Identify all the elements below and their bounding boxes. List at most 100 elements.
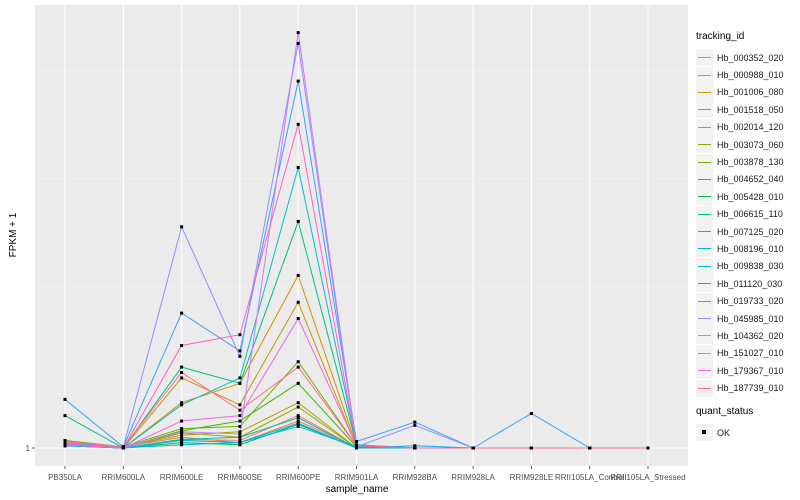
legend-label: Hb_003073_060 bbox=[717, 139, 784, 150]
data-point bbox=[180, 433, 184, 437]
legend-label: Hb_002014_120 bbox=[717, 122, 784, 133]
data-point bbox=[296, 122, 300, 126]
legend-key bbox=[696, 292, 713, 310]
data-point bbox=[646, 446, 650, 450]
legend-key bbox=[696, 275, 713, 293]
data-point bbox=[238, 435, 242, 439]
legend-item: Hb_008196_010 bbox=[696, 240, 796, 258]
x-tick-label: RRIM901LA bbox=[335, 473, 379, 482]
data-point bbox=[588, 446, 592, 450]
legend-label: Hb_001006_080 bbox=[717, 87, 784, 98]
legend-key bbox=[696, 118, 713, 136]
legend-item: Hb_003878_130 bbox=[696, 153, 796, 171]
legend-key bbox=[696, 223, 713, 241]
x-tick-label: RRIM928LE bbox=[510, 473, 554, 482]
legend-key bbox=[696, 257, 713, 275]
plot-panel bbox=[35, 5, 688, 466]
legend-label: Hb_007125_020 bbox=[717, 226, 784, 237]
data-point bbox=[413, 444, 417, 448]
data-point bbox=[238, 381, 242, 385]
data-point bbox=[180, 371, 184, 374]
legend-item: Hb_179367_010 bbox=[696, 362, 796, 380]
legend-label: Hb_045985_010 bbox=[717, 313, 784, 324]
legend-key bbox=[696, 83, 713, 101]
series-points bbox=[63, 31, 650, 450]
data-point bbox=[296, 414, 300, 418]
data-point bbox=[296, 273, 300, 277]
legend-item: Hb_151027_010 bbox=[696, 344, 796, 362]
legend-item: Hb_005428_010 bbox=[696, 188, 796, 206]
data-point bbox=[63, 440, 67, 443]
data-point bbox=[238, 419, 242, 423]
data-point bbox=[296, 421, 300, 425]
data-point bbox=[529, 412, 533, 415]
data-point bbox=[238, 333, 242, 337]
legend-label: Hb_008196_010 bbox=[717, 243, 784, 254]
legend-item: Hb_007125_020 bbox=[696, 223, 796, 241]
legend-item: Hb_000352_020 bbox=[696, 49, 796, 67]
legend-key bbox=[696, 310, 713, 328]
shape-legend: quant_status OK bbox=[696, 405, 753, 442]
data-point bbox=[296, 166, 300, 169]
data-point bbox=[471, 446, 475, 450]
data-point bbox=[296, 381, 300, 385]
data-point bbox=[121, 445, 125, 449]
data-point bbox=[238, 443, 242, 447]
data-point bbox=[180, 225, 184, 229]
data-point bbox=[63, 397, 67, 401]
legend-key bbox=[696, 379, 713, 397]
legend-key bbox=[696, 240, 713, 258]
data-point bbox=[355, 440, 358, 443]
y-axis: 1 bbox=[26, 444, 35, 453]
data-point bbox=[63, 443, 67, 447]
legend-label: Hb_019733_020 bbox=[717, 296, 784, 307]
legend-key bbox=[696, 344, 713, 362]
y-tick-label: 1 bbox=[26, 444, 31, 453]
shape-legend-item: OK bbox=[696, 424, 753, 442]
data-point bbox=[180, 403, 184, 407]
x-tick-label: RRIM600LA bbox=[102, 473, 146, 482]
data-point bbox=[296, 41, 300, 45]
data-point bbox=[296, 360, 300, 364]
legend-item: Hb_104362_020 bbox=[696, 327, 796, 345]
legend-label: Hb_000352_020 bbox=[717, 52, 784, 63]
x-tick-label: RRII105LA_Control bbox=[555, 473, 625, 482]
data-point bbox=[296, 424, 300, 428]
x-tick-label: PB350LA bbox=[48, 473, 82, 482]
data-point bbox=[238, 441, 242, 445]
legend-label: Hb_179367_010 bbox=[717, 365, 784, 376]
data-point bbox=[238, 403, 242, 407]
data-point bbox=[413, 423, 417, 427]
legend-key bbox=[696, 101, 713, 119]
x-axis: PB350LA RRIM600LA RRIM600LE RRIM600SE RRIM60… bbox=[48, 466, 686, 482]
legend-label: Hb_187739_010 bbox=[717, 383, 784, 394]
data-point bbox=[238, 354, 242, 358]
x-tick-label: RRIM928LA bbox=[451, 473, 495, 482]
data-point bbox=[296, 31, 300, 35]
data-point bbox=[238, 424, 242, 428]
x-tick-label: RRIM600PE bbox=[276, 473, 320, 482]
data-point bbox=[296, 419, 300, 423]
legend-item: Hb_019733_020 bbox=[696, 292, 796, 310]
x-tick-label: RRII105LA_Stressed bbox=[610, 473, 685, 482]
data-point bbox=[180, 344, 184, 347]
shape-legend-key bbox=[696, 424, 713, 442]
legend-key bbox=[696, 136, 713, 154]
data-point bbox=[296, 405, 300, 409]
legend-item: Hb_009838_030 bbox=[696, 257, 796, 275]
data-point bbox=[296, 365, 300, 369]
data-point bbox=[238, 349, 242, 353]
data-point bbox=[296, 401, 300, 405]
data-point bbox=[238, 430, 242, 434]
data-point bbox=[413, 446, 417, 450]
x-tick-label: RRIM928BA bbox=[393, 473, 438, 482]
data-point bbox=[180, 401, 184, 405]
y-axis-title: FPKM + 1 bbox=[8, 212, 19, 257]
legend-label: Hb_151027_010 bbox=[717, 348, 784, 359]
data-point bbox=[529, 446, 533, 450]
legend-item: Hb_006615_110 bbox=[696, 205, 796, 223]
legend-label: Hb_000988_010 bbox=[717, 70, 784, 81]
legend-item: Hb_001518_050 bbox=[696, 101, 796, 119]
data-point bbox=[180, 365, 184, 369]
